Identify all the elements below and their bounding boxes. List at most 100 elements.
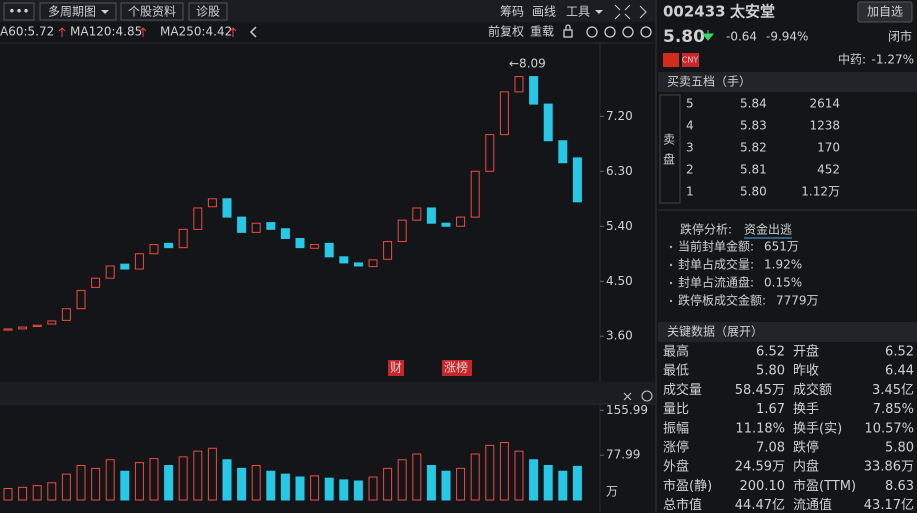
period-button[interactable]: 多周期图 xyxy=(48,5,96,19)
chart-icons[interactable] xyxy=(563,24,652,38)
field-label: 成交额 xyxy=(793,382,832,398)
field-label: 开盘 xyxy=(793,344,819,360)
level: 1 xyxy=(686,185,694,199)
adjust-button[interactable]: 前复权 xyxy=(488,24,524,39)
price-annotation: ←8.09 xyxy=(509,57,546,71)
y-tick-label: 77.99 xyxy=(606,448,640,462)
menu-button[interactable]: ••• xyxy=(8,5,29,19)
field-value: 7.08 xyxy=(756,441,785,456)
volume-bar xyxy=(426,465,436,501)
field-value: 43.17亿 xyxy=(864,498,914,513)
currency: CNY xyxy=(682,56,699,65)
ask-volume: 170 xyxy=(817,141,840,155)
profile-button[interactable]: 个股资料 xyxy=(128,5,176,19)
sector-name: 中药: xyxy=(838,52,866,67)
volume-bar xyxy=(485,444,495,501)
limit-value: 0.15% xyxy=(764,276,802,290)
volume-bar xyxy=(558,470,568,501)
candle-body xyxy=(295,237,305,249)
button-frame[interactable] xyxy=(3,2,35,21)
volume-bar xyxy=(207,447,217,501)
volume-bar xyxy=(32,485,42,501)
button-frame[interactable] xyxy=(39,2,117,21)
limit-tag[interactable]: 资金出逃 xyxy=(744,222,792,237)
candle-body xyxy=(193,207,203,230)
limit-label: 封单占流通盘: xyxy=(678,275,754,290)
limit-value: 1.92% xyxy=(764,258,802,272)
flag xyxy=(663,53,679,67)
field-label: 换手 xyxy=(793,402,819,417)
y-tick-label: 6.30 xyxy=(606,164,633,178)
reload-button[interactable]: 重载 xyxy=(530,25,554,39)
candle-body xyxy=(339,256,349,264)
volume-bar xyxy=(310,475,320,501)
candle-body xyxy=(558,140,568,164)
ma-label: MA250:4.42 xyxy=(160,25,232,39)
volume-bar xyxy=(193,450,203,501)
side-box xyxy=(659,94,681,204)
diagnose-button[interactable]: 诊股 xyxy=(196,5,220,19)
candle-body xyxy=(149,244,159,255)
volume-bar xyxy=(61,473,71,501)
button-frame[interactable] xyxy=(120,2,184,21)
bullet xyxy=(669,281,673,285)
ask-price: 5.82 xyxy=(740,141,767,155)
marker-box xyxy=(442,360,472,376)
volume-bar xyxy=(339,479,349,501)
volume-bar xyxy=(76,465,86,501)
candle-body xyxy=(47,320,57,325)
volume-bar xyxy=(3,488,13,501)
candle-body xyxy=(280,228,290,239)
window-icons[interactable] xyxy=(614,4,647,20)
field-label: 外盘 xyxy=(663,459,689,475)
volume-bar xyxy=(412,453,422,501)
candle-body xyxy=(164,242,174,249)
ma-label: A60:5.72 xyxy=(0,25,54,39)
y-tick-label: 5.40 xyxy=(606,219,633,233)
volume-bar xyxy=(237,467,247,501)
tools-button[interactable]: 工具 xyxy=(566,5,590,19)
field-label: 成交量 xyxy=(663,382,702,398)
candle-body xyxy=(134,253,144,270)
candle-body xyxy=(412,207,422,221)
volume-bar xyxy=(251,465,261,501)
field-value: 5.80 xyxy=(885,441,914,456)
candle-body xyxy=(222,198,232,218)
ask-price: 5.80 xyxy=(740,185,767,199)
section-title[interactable]: 关键数据（展开） xyxy=(667,324,763,339)
volume-bar xyxy=(178,456,188,501)
y-tick-label: 7.20 xyxy=(606,109,633,123)
stock-name: 太安堂 xyxy=(730,3,775,21)
candle-body xyxy=(368,259,378,268)
watch-button-frame[interactable] xyxy=(857,1,913,23)
chart: 7.20 6.30 5.40 4.50 3.60 ←8.09 财 涨榜 155.99 77.99 万 xyxy=(3,57,648,501)
section-title[interactable]: 买卖五档（手） xyxy=(667,75,751,89)
field-label: 涨停 xyxy=(663,440,689,456)
side-label: 盘 xyxy=(663,152,675,167)
volume-bar xyxy=(572,465,582,501)
drawing-button[interactable]: 画线 xyxy=(532,5,556,19)
event-marker[interactable]: 财 xyxy=(390,361,402,375)
volume-bar xyxy=(91,467,101,501)
field-label: 最高 xyxy=(663,344,689,360)
limit-label: 跌停板成交金额: xyxy=(678,293,766,308)
field-label: 振幅 xyxy=(663,421,689,436)
button-frame[interactable] xyxy=(188,2,228,21)
candle-body xyxy=(324,242,334,258)
event-marker[interactable]: 涨榜 xyxy=(444,360,468,375)
volume-bar xyxy=(383,467,393,501)
close-icon[interactable] xyxy=(623,392,632,401)
volume-bar xyxy=(280,473,290,501)
level: 4 xyxy=(686,119,694,133)
settings-icon[interactable] xyxy=(641,390,653,402)
candle-body xyxy=(514,76,524,93)
volume-bar xyxy=(514,450,524,501)
volume-bar xyxy=(134,462,144,501)
chips-button[interactable]: 筹码 xyxy=(500,5,524,19)
ask-volume: 1238 xyxy=(809,119,840,133)
candle-body xyxy=(529,76,539,105)
collapse-icon[interactable] xyxy=(249,26,257,38)
ask-price: 5.81 xyxy=(740,163,767,177)
watch-button[interactable]: 加自选 xyxy=(867,5,903,19)
field-value: 1.67 xyxy=(756,402,785,417)
